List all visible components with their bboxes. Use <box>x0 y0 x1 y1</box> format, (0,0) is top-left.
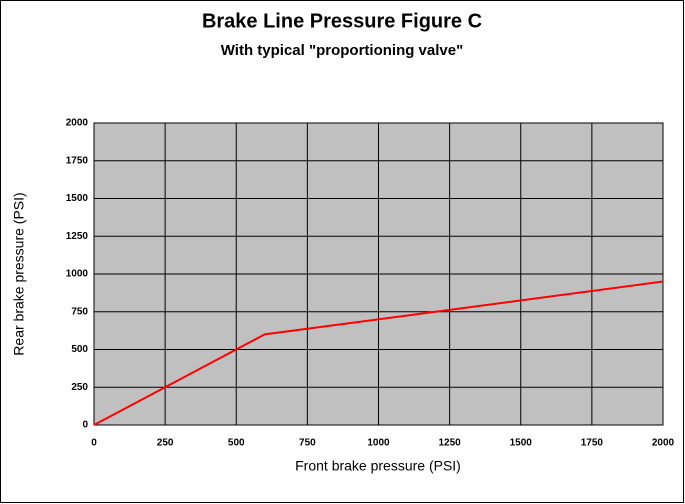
x-tick-label: 500 <box>228 438 245 449</box>
y-axis-label: Rear brake pressure (PSI) <box>11 192 27 355</box>
y-tick-label: 1750 <box>66 155 89 166</box>
data-line <box>93 280 664 426</box>
x-tick-label: 1750 <box>581 438 604 449</box>
x-tick-label: 1000 <box>367 438 390 449</box>
y-tick-label: 1000 <box>66 269 89 280</box>
y-tick-label: 2000 <box>66 118 89 129</box>
x-tick-label: 250 <box>157 438 174 449</box>
chart-title: Brake Line Pressure Figure C <box>202 10 482 32</box>
x-axis-label: Front brake pressure (PSI) <box>295 458 461 474</box>
y-tick-label: 250 <box>71 382 88 393</box>
x-tick-label: 0 <box>91 438 97 449</box>
y-tick-label: 500 <box>71 344 88 355</box>
chart-subtitle: With typical "proportioning valve" <box>221 42 463 59</box>
y-tick-label: 1500 <box>66 193 89 204</box>
x-tick-label: 2000 <box>652 438 675 449</box>
y-tick-label: 0 <box>82 420 88 431</box>
x-tick-label: 750 <box>299 438 316 449</box>
x-tick-label: 1500 <box>510 438 533 449</box>
y-tick-label: 750 <box>71 306 88 317</box>
x-tick-label: 1250 <box>439 438 462 449</box>
y-tick-label: 1250 <box>66 231 89 242</box>
plot-border <box>93 122 664 426</box>
